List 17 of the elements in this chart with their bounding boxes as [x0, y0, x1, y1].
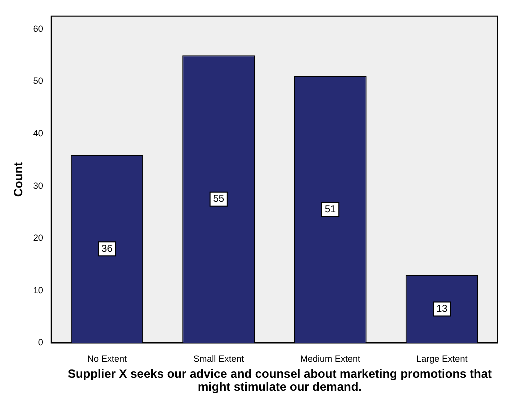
x-tick-label: Small Extent: [194, 354, 245, 364]
data-label: 36: [102, 244, 114, 255]
y-tick-label: 10: [33, 285, 44, 296]
data-label: 55: [213, 194, 225, 206]
x-tick-label: Medium Extent: [300, 354, 362, 364]
data-label: 51: [324, 204, 337, 216]
x-axis-title: Supplier X seeks our advice and counsel about marketing promotions that might stimulate our demand.: [66, 367, 494, 394]
x-tick-label: Large Extent: [416, 354, 468, 364]
y-axis-title: Count: [12, 162, 26, 198]
y-tick-label: 30: [33, 180, 44, 191]
y-tick-label: 40: [33, 128, 44, 139]
y-tick-label: 60: [33, 24, 44, 34]
y-tick-label: 0: [38, 338, 44, 348]
data-label: 13: [436, 304, 448, 315]
x-tick-label: No Extent: [87, 354, 128, 364]
y-tick-label: 20: [33, 233, 44, 244]
y-tick-label: 50: [33, 76, 44, 86]
